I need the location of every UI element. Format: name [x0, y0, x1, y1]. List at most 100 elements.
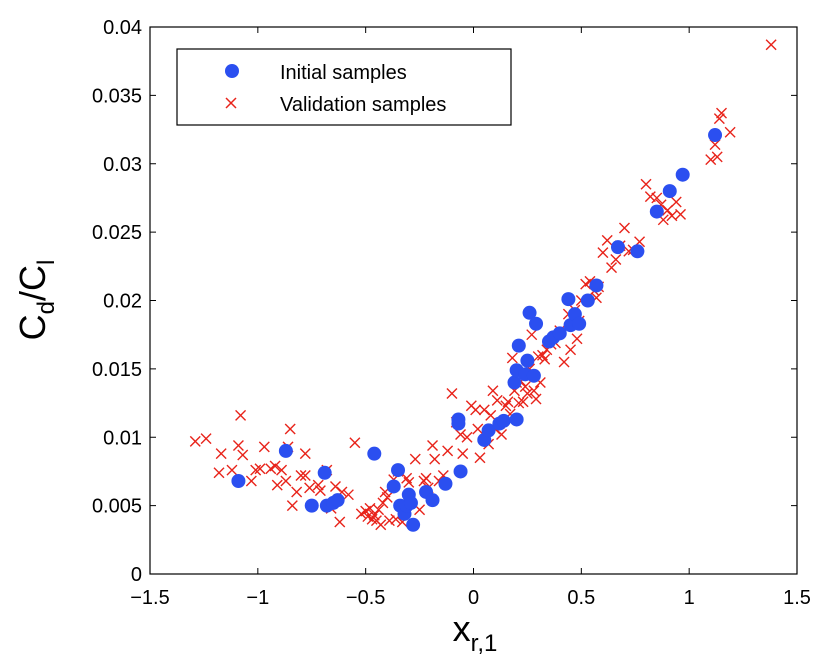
validation-sample-point	[472, 423, 484, 435]
validation-sample-point	[258, 441, 270, 453]
validation-sample-point	[528, 385, 540, 397]
legend-validation-marker	[225, 97, 237, 109]
initial-sample-point	[572, 316, 587, 331]
validation-sample-point	[245, 475, 257, 487]
y-tick-label: 0.005	[92, 496, 142, 518]
initial-sample-point	[561, 292, 576, 307]
initial-sample-point	[425, 493, 440, 508]
validation-sample-point	[237, 449, 249, 461]
x-tick-label: −1	[246, 587, 269, 609]
validation-sample-point	[299, 470, 311, 482]
y-label-den: C	[12, 265, 53, 291]
x-tick-label: −0.5	[346, 587, 385, 609]
validation-sample-point	[373, 504, 385, 516]
validation-sample-point	[403, 476, 415, 488]
legend: Initial samples Validation samples	[176, 48, 512, 126]
y-axis-label: Cd/Cl	[12, 260, 60, 341]
validation-sample-point	[461, 431, 473, 443]
validation-sample-point	[200, 433, 212, 445]
validation-sample-point	[597, 247, 609, 259]
initial-sample-point	[481, 423, 496, 438]
validation-sample-point	[299, 448, 311, 460]
validation-sample-point	[474, 452, 486, 464]
validation-sample-point	[280, 475, 292, 487]
initial-sample-point	[304, 498, 319, 513]
validation-sample-point	[487, 385, 499, 397]
validation-sample-point	[189, 435, 201, 447]
validation-sample-point	[304, 482, 316, 494]
validation-sample-point	[427, 439, 439, 451]
initial-sample-point	[520, 353, 535, 368]
validation-sample-point	[291, 486, 303, 498]
validation-sample-point	[705, 154, 717, 166]
y-tick-label: 0.015	[92, 359, 142, 381]
initial-sample-point	[391, 463, 406, 478]
validation-sample-point	[377, 497, 389, 509]
validation-sample-point	[640, 178, 652, 190]
initial-sample-point	[511, 338, 526, 353]
y-tick-label: 0.04	[103, 17, 142, 39]
legend-validation-label: Validation samples	[280, 94, 446, 116]
initial-sample-point	[403, 495, 418, 510]
validation-sample-point	[269, 460, 281, 472]
validation-sample-point	[502, 396, 514, 408]
validation-sample-point	[295, 470, 307, 482]
validation-sample-point	[215, 448, 227, 460]
initial-sample-point	[675, 167, 690, 182]
validation-sample-point	[420, 472, 432, 484]
validation-sample-point	[470, 404, 482, 416]
validation-sample-point	[651, 192, 663, 204]
x-tick-label: −1.5	[130, 587, 169, 609]
validation-sample-point	[213, 467, 225, 479]
validation-sample-point	[517, 396, 529, 408]
legend-initial-label: Initial samples	[280, 62, 407, 84]
initial-sample-point	[451, 412, 466, 427]
validation-sample-point	[565, 344, 577, 356]
x-tick-label: 1.5	[783, 587, 811, 609]
validation-sample-point	[329, 480, 341, 492]
initial-sample-point	[662, 184, 677, 199]
initial-sample-point	[526, 368, 541, 383]
initial-sample-point	[610, 240, 625, 255]
initial-sample-point	[438, 476, 453, 491]
validation-sample-point	[286, 500, 298, 512]
y-label-num-sub: d	[33, 301, 60, 314]
validation-sample-point	[530, 393, 542, 405]
validation-sample-point	[381, 491, 393, 503]
initial-sample-point	[649, 204, 664, 219]
validation-sample-point	[618, 222, 630, 234]
validation-sample-point	[235, 409, 247, 421]
initial-samples-series	[231, 128, 723, 532]
validation-sample-point	[442, 445, 454, 457]
validation-sample-point	[485, 409, 497, 421]
validation-sample-point	[644, 191, 656, 203]
x-label-sub: r,1	[471, 630, 498, 657]
validation-sample-point	[446, 387, 458, 399]
validation-sample-point	[455, 429, 467, 441]
validation-sample-point	[519, 381, 531, 393]
validation-sample-point	[601, 234, 613, 246]
validation-sample-point	[383, 515, 395, 527]
legend-box	[176, 48, 512, 126]
validation-sample-point	[457, 448, 469, 460]
y-axis-ticks: 0 0.005 0.01 0.015 0.02 0.025 0.03 0.035 0.04	[92, 17, 797, 586]
validation-sample-point	[662, 204, 674, 216]
y-label-den-sub: l	[33, 260, 60, 265]
validation-sample-point	[724, 126, 736, 138]
y-tick-label: 0.03	[103, 154, 142, 176]
validation-sample-point	[675, 208, 687, 220]
validation-sample-point	[558, 356, 570, 368]
initial-sample-point	[453, 464, 468, 479]
validation-sample-point	[539, 353, 551, 365]
validation-sample-point	[276, 464, 288, 476]
validation-sample-point	[521, 387, 533, 399]
validation-sample-point	[610, 253, 622, 265]
initial-sample-point	[509, 412, 524, 427]
validation-sample-point	[254, 463, 266, 475]
y-tick-label: 0.01	[103, 427, 142, 449]
x-label-main: x	[453, 608, 471, 649]
validation-sample-point	[478, 404, 490, 416]
initial-sample-point	[330, 493, 345, 508]
initial-sample-point	[386, 479, 401, 494]
